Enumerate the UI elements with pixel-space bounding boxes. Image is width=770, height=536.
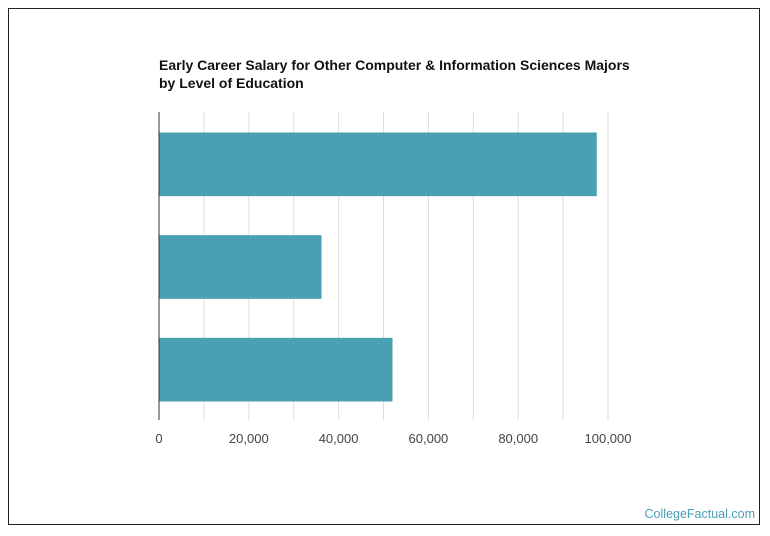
x-tick-label-80000: 80,000: [498, 431, 538, 446]
x-tick-label-0: 0: [155, 431, 162, 446]
x-tick-label-40000: 40,000: [319, 431, 359, 446]
chart-title-line-1: Early Career Salary for Other Computer &…: [159, 57, 630, 73]
bars: [159, 132, 597, 402]
bar-2[interactable]: [159, 235, 322, 299]
chart-title: Early Career Salary for Other Computer &…: [159, 56, 679, 92]
bar-3[interactable]: [159, 337, 393, 402]
x-tick-label-20000: 20,000: [229, 431, 269, 446]
x-tick-label-100000: 100,000: [585, 431, 632, 446]
chart-title-line-2: by Level of Education: [159, 75, 304, 91]
x-axis-ticks: 0 20,000 40,000 60,000 80,000 100,000: [155, 431, 631, 446]
x-tick-label-60000: 60,000: [409, 431, 449, 446]
source-credit-link[interactable]: CollegeFactual.com: [644, 507, 755, 521]
bar-1[interactable]: [159, 132, 597, 197]
